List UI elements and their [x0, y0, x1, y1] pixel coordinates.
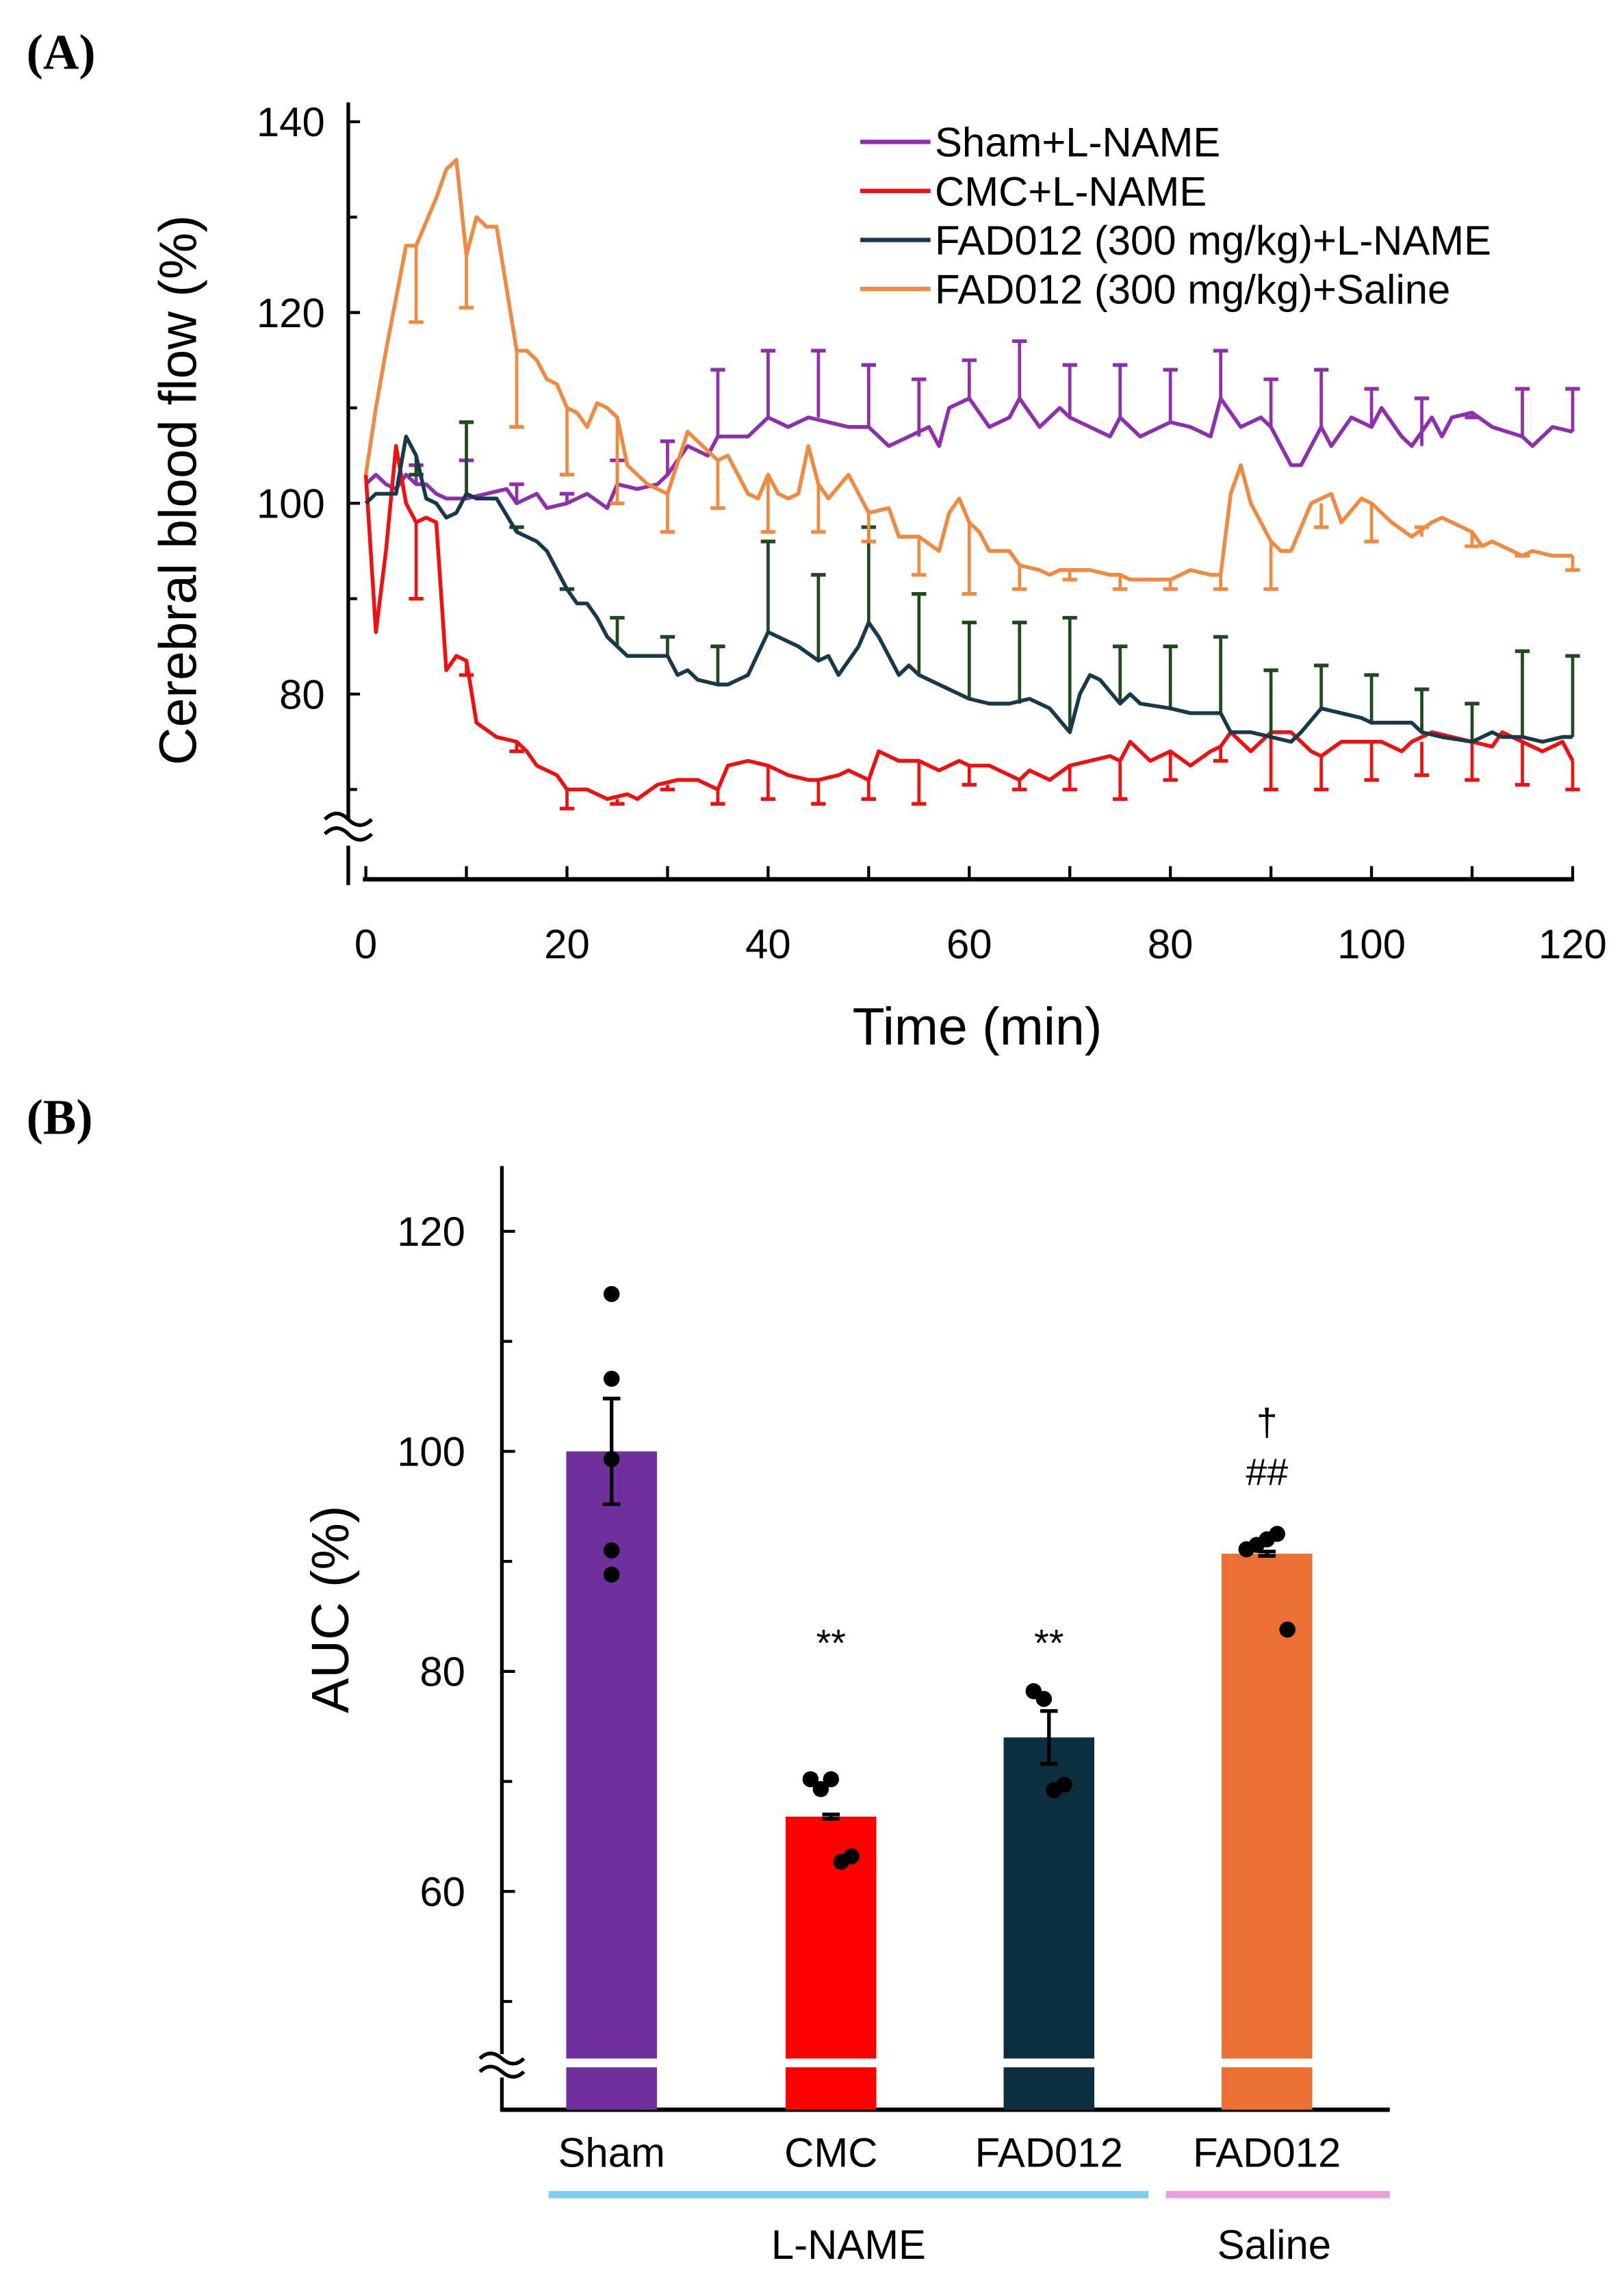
panel-b-label: (B) [27, 1090, 93, 1145]
data-point [603, 1566, 620, 1583]
panel-a-ylabel: Cerebral blood flow (%) [149, 215, 208, 765]
x-tick-label: 20 [544, 921, 590, 967]
group-label: L-NAME [771, 2222, 926, 2268]
series-line [364, 434, 1573, 744]
y-tick-label: 120 [257, 290, 325, 336]
data-point [823, 1771, 840, 1788]
y-tick-label: 60 [420, 1869, 465, 1915]
x-tick-label: 0 [355, 921, 377, 967]
bar [566, 1451, 657, 2110]
data-point [1035, 1691, 1053, 1707]
panel-b-ylabel: AUC (%) [301, 1505, 360, 1713]
axis-break-icon [323, 811, 374, 842]
legend-label: FAD012 (300 mg/kg)+Saline [935, 267, 1450, 313]
bar-break [1220, 2058, 1314, 2068]
x-tick-label: 40 [745, 921, 791, 967]
category-label: FAD012 [975, 2130, 1123, 2176]
category-label: FAD012 [1193, 2130, 1341, 2176]
panel-a-xlabel: Time (min) [853, 997, 1103, 1056]
data-point [603, 1370, 620, 1387]
data-point [1279, 1621, 1296, 1638]
x-tick-label: 80 [1148, 921, 1194, 967]
category-label: CMC [784, 2130, 877, 2176]
significance-mark: ** [1034, 1622, 1064, 1665]
legend-label: Sham+L-NAME [935, 120, 1220, 166]
y-tick-label: 100 [397, 1429, 465, 1475]
significance-mark: ** [816, 1622, 846, 1665]
bar-break [565, 2058, 659, 2068]
data-point [1056, 1776, 1072, 1793]
significance-mark: † [1256, 1401, 1278, 1444]
data-point [603, 1542, 620, 1559]
x-tick-label: 60 [946, 921, 992, 967]
bar [1003, 1737, 1095, 2110]
axis-break-icon [478, 2051, 526, 2079]
y-tick-label: 100 [257, 481, 325, 527]
bar [1221, 1553, 1313, 2110]
data-point [812, 1781, 829, 1797]
y-tick-label: 120 [397, 1209, 465, 1255]
category-label: Sham [558, 2130, 665, 2176]
data-point [802, 1771, 819, 1788]
y-tick-label: 80 [279, 671, 325, 717]
data-point [843, 1848, 860, 1865]
data-point [1269, 1526, 1285, 1542]
x-tick-label: 120 [1538, 921, 1607, 967]
panel-a-label: (A) [27, 24, 96, 79]
y-tick-label: 80 [420, 1649, 465, 1695]
data-point [603, 1285, 620, 1303]
significance-mark: ## [1246, 1451, 1288, 1494]
data-point [603, 1450, 620, 1468]
bar-break [1002, 2058, 1096, 2068]
series-line [364, 396, 1573, 511]
y-tick-label: 140 [257, 99, 325, 145]
legend-label: CMC+L-NAME [935, 168, 1207, 214]
series-line [363, 157, 1573, 582]
x-tick-label: 100 [1337, 921, 1406, 967]
legend-label: FAD012 (300 mg/kg)+L-NAME [935, 218, 1491, 264]
group-label: Saline [1217, 2222, 1331, 2268]
bar-break [784, 2058, 878, 2068]
series-line [363, 444, 1575, 802]
